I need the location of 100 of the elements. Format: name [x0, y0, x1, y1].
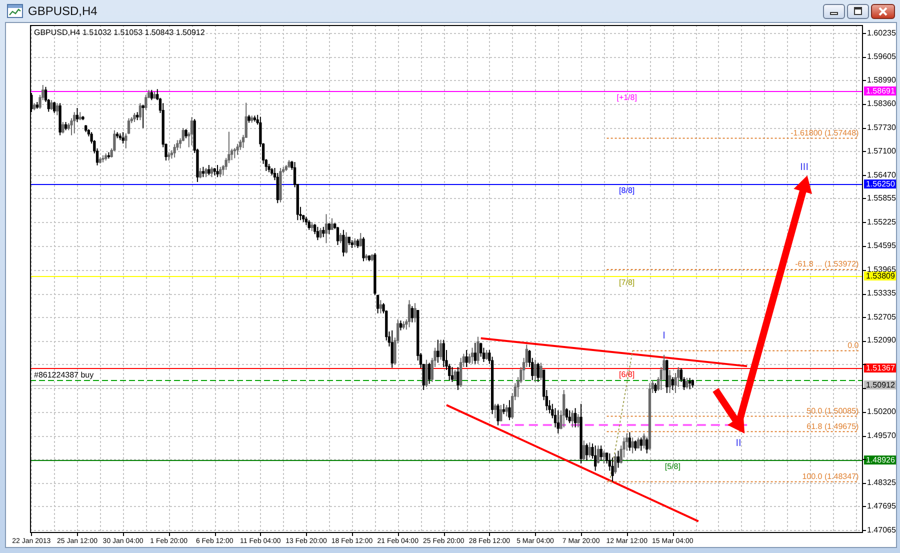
y-tick-label: 1.47065	[867, 525, 896, 534]
candlestick	[219, 166, 222, 178]
candlestick	[671, 376, 674, 390]
ref-line-label: 1.56250	[866, 180, 896, 189]
candlestick	[640, 437, 642, 452]
candlestick	[408, 300, 411, 328]
candlestick	[485, 349, 488, 360]
candlestick	[582, 440, 586, 462]
candlestick	[686, 377, 688, 389]
candlestick	[198, 168, 202, 179]
candlestick	[330, 218, 334, 230]
candlestick	[368, 254, 371, 262]
annotation: [5/8]	[664, 462, 680, 472]
y-tick-label: 1.47695	[867, 502, 896, 511]
candlestick	[374, 252, 376, 296]
candlestick	[62, 121, 64, 134]
data-label: II	[736, 438, 742, 450]
series-label: -1.61800 (1.57448)	[790, 128, 860, 138]
candlestick	[133, 112, 136, 122]
y-tick-label: 1.49570	[867, 430, 896, 440]
candlestick	[428, 362, 431, 384]
y-tick-label: 1.55855	[867, 194, 896, 203]
candlestick	[634, 440, 637, 452]
candlestick	[376, 294, 380, 314]
candlestick	[50, 100, 53, 110]
candlestick	[600, 444, 602, 462]
y-tick-label: 1.58990	[867, 75, 896, 84]
y-tick-label: 1.57100	[867, 146, 896, 156]
candlestick	[534, 359, 537, 383]
series-label: -61.8 ... (1.53972)	[795, 260, 860, 269]
candlestick	[442, 339, 445, 368]
y-tick-label: 1.56470	[867, 170, 896, 180]
candlestick	[399, 320, 402, 331]
candlestick	[636, 437, 640, 448]
candlestick	[580, 403, 582, 464]
candlestick	[576, 414, 580, 428]
series-label: 0.0	[848, 340, 860, 350]
chart-title: GBPUSD,H4	[28, 4, 98, 18]
candlestick	[425, 359, 428, 388]
candlestick	[482, 347, 486, 363]
candlestick	[628, 432, 632, 452]
annotation: [6/8]	[619, 370, 635, 380]
y-tick-label: 1.57730	[867, 122, 896, 132]
candlestick	[336, 226, 340, 246]
y-tick-label: 1.60235	[867, 28, 896, 38]
data-label: III	[800, 162, 808, 173]
ref-line-label: 1.58691	[866, 86, 896, 96]
candlestick	[319, 228, 322, 239]
candlestick	[574, 408, 577, 428]
candlestick	[565, 408, 568, 421]
candlestick	[594, 444, 597, 472]
ref-line-label: 1.48926	[866, 456, 896, 465]
candlestick	[596, 444, 600, 464]
candlestick	[32, 102, 36, 111]
candlestick	[356, 238, 360, 249]
candlestick	[362, 236, 365, 262]
candlestick	[268, 163, 270, 173]
candlestick	[505, 404, 508, 417]
candlestick	[127, 118, 130, 135]
candlestick	[562, 389, 566, 428]
y-tick-label: 1.58360	[867, 99, 896, 108]
y-tick-label: 1.48325	[867, 478, 896, 487]
candlestick	[370, 254, 374, 262]
candlestick	[173, 144, 176, 158]
ref-line-label: 1.51367	[866, 364, 896, 373]
y-tick-label: 1.53335	[867, 288, 896, 298]
candlestick	[642, 432, 646, 449]
candlestick	[439, 339, 442, 360]
candlestick	[288, 160, 290, 169]
ref-line-label: 1.50912	[866, 380, 896, 390]
candlestick	[536, 362, 540, 383]
candlestick	[459, 357, 462, 388]
candlestick	[611, 457, 614, 482]
series-label: 100.0 (1.48347)	[802, 472, 860, 481]
y-tick-label: 1.52090	[867, 336, 896, 345]
y-tick-label: 1.55225	[867, 217, 896, 226]
candlestick	[454, 369, 456, 380]
candlestick	[73, 112, 76, 134]
candlestick	[585, 443, 588, 462]
candlestick	[53, 101, 56, 114]
annotation: [+1/8]	[616, 93, 637, 102]
series-label: 50.0 (1.50085)	[806, 406, 860, 416]
candlestick	[654, 382, 657, 394]
candlestick	[508, 400, 511, 421]
candlestick	[414, 302, 416, 323]
series-label: 61.8 (1.49675)	[806, 422, 860, 431]
candlestick	[328, 222, 330, 235]
candlestick	[122, 132, 124, 144]
candlestick	[402, 320, 405, 330]
candlestick	[410, 306, 414, 323]
candlestick	[616, 450, 620, 468]
candlestick	[540, 362, 542, 381]
candlestick	[76, 108, 79, 122]
candlestick	[602, 450, 606, 464]
candlestick	[648, 382, 652, 450]
candlestick	[456, 366, 460, 390]
candlestick	[571, 410, 574, 428]
annotation: [8/8]	[619, 186, 635, 196]
candlestick	[236, 143, 239, 156]
candlestick	[476, 336, 480, 364]
